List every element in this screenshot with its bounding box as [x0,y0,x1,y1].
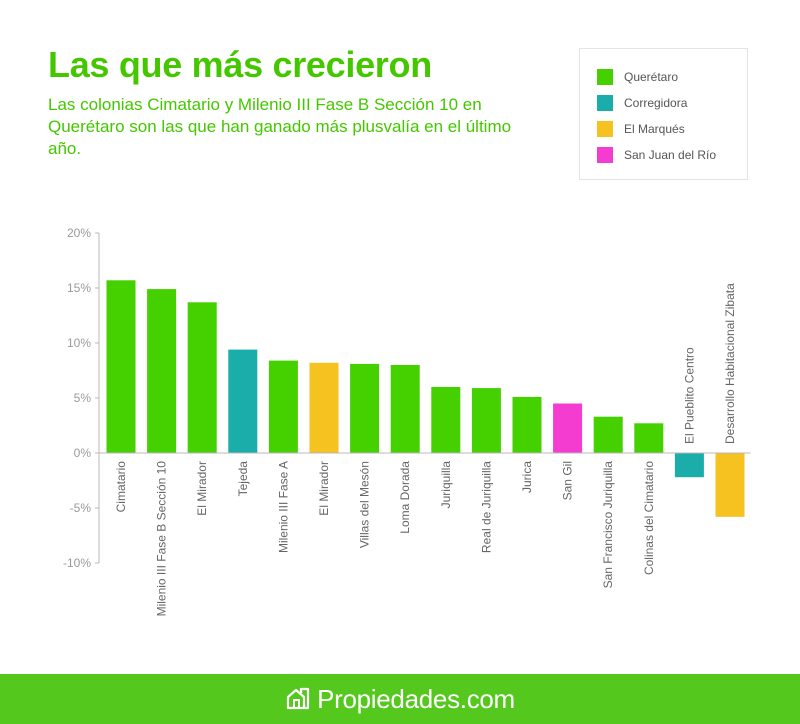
brand-logo[interactable]: Propiedades.com [285,684,515,715]
legend: Querétaro Corregidora El Marqués San Jua… [579,48,748,180]
bar [634,423,664,453]
bar [715,453,745,517]
category-label: San Francisco Juriquilla [601,461,615,589]
footer-bar: Propiedades.com [0,674,800,724]
category-label: Desarrollo Habitacional Zibata [723,283,737,444]
y-tick-label: 0% [74,446,92,460]
category-label: Tejeda [236,461,250,497]
brand-name: Propiedades.com [317,683,515,714]
bar [431,387,461,453]
y-tick-label: 20% [67,226,91,240]
bar [471,388,501,453]
legend-item-el-marques: El Marqués [597,121,685,137]
legend-swatch-queretaro [597,69,613,85]
legend-label-corregidora: Corregidora [624,96,688,110]
chart-title: Las que más crecieron [48,44,432,85]
category-label: Milenio III Fase A [276,461,290,553]
category-label: Juriquilla [439,461,453,509]
y-tick-label: 10% [67,336,91,350]
bar [268,360,298,453]
bar [309,362,339,453]
bar [512,396,542,453]
bar [674,453,704,478]
bar [106,280,136,453]
category-label: El Mirador [195,461,209,516]
legend-item-queretaro: Querétaro [597,69,678,85]
category-label: El Mirador [317,461,331,516]
category-label: Loma Dorada [398,461,412,534]
bar [187,302,217,453]
legend-item-corregidora: Corregidora [597,95,687,111]
y-tick-label: -10% [63,556,91,570]
bar [593,416,623,453]
legend-label-san-juan-del-rio: San Juan del Río [624,148,717,162]
legend-label-queretaro: Querétaro [624,70,679,84]
bar-chart: 20% 15% 10% 5% 0% -5% -10% Cimatario Milenio III… [63,226,751,617]
bar [553,403,583,453]
bar [390,365,420,453]
category-label: Villas del Mesón [358,461,372,548]
y-tick-label: -5% [70,501,92,515]
category-label: San Gil [561,461,575,500]
legend-swatch-el-marques [597,121,613,137]
legend-swatch-san-juan-del-rio [597,147,613,163]
legend-label-el-marques: El Marqués [624,122,685,136]
house-logo-icon [286,687,310,710]
y-tick-label: 5% [74,391,92,405]
chart-subtitle: Las colonias Cimatario y Milenio III Fas… [48,95,512,158]
y-tick-label: 15% [67,281,91,295]
category-label: Colinas del Cimatario [642,461,656,575]
category-label: Real de Juriquilla [479,461,493,553]
legend-item-san-juan-del-rio: San Juan del Río [597,147,716,163]
legend-swatch-corregidora [597,95,613,111]
bar [350,363,380,453]
category-label: Jurica [520,461,534,493]
category-label: El Pueblito Centro [682,347,696,444]
category-label: Cimatario [114,461,128,513]
category-label: Milenio III Fase B Sección 10 [155,461,169,617]
bar [228,349,258,453]
bar [147,289,177,453]
